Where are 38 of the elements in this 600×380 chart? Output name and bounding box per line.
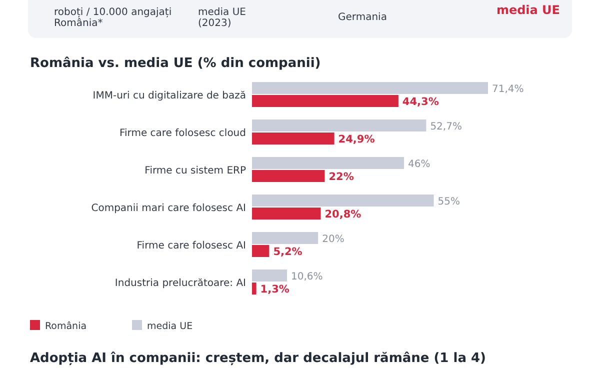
bar [252,120,426,132]
chart-title: România vs. media UE (% din companii) [30,56,321,71]
text: Germania [338,12,387,23]
text: media UE (2023) [198,7,246,29]
legend-label: media UE [147,321,193,332]
data-label: 10,6% [291,272,323,282]
data-label: 24,9% [338,134,376,146]
bar [252,170,325,182]
bar [252,82,488,94]
bar [252,270,288,282]
y-tick-label: IMM-uri cu digitalizare de bază [92,90,246,102]
y-tick-label: Industria prelucrătoare: AI [114,278,246,289]
text: media UE [496,3,560,17]
data-label: 46% [408,159,430,170]
data-label: 5,2% [273,246,303,258]
data-label: 20% [322,234,344,245]
bar [252,95,398,107]
data-label: 1,3% [260,284,290,296]
data-label: 52,7% [430,122,462,132]
data-label: 44,3% [402,96,440,108]
y-tick-label: Firme cu sistem ERP [144,166,246,176]
bar [252,245,270,257]
data-label: 71,4% [492,84,524,95]
bar [252,232,318,244]
y-tick-label: Firme care folosesc cloud [119,128,246,139]
data-label: 22% [328,171,354,183]
text: roboți / 10.000 angajați România* [54,7,172,29]
bar [252,282,256,294]
bar [252,132,334,144]
bar [252,208,321,220]
data-label: 20,8% [324,208,362,220]
y-tick-label: Firme care folosesc AI [136,240,246,252]
bar [252,157,404,169]
text: Adopția AI în companii: creștem, dar decalajul rămâne (1 la 4) [30,351,486,366]
legend-label: România [45,321,87,332]
data-label: 55% [438,196,460,208]
bar [252,194,434,206]
y-tick-label: Companii mari care folosesc AI [91,203,246,214]
